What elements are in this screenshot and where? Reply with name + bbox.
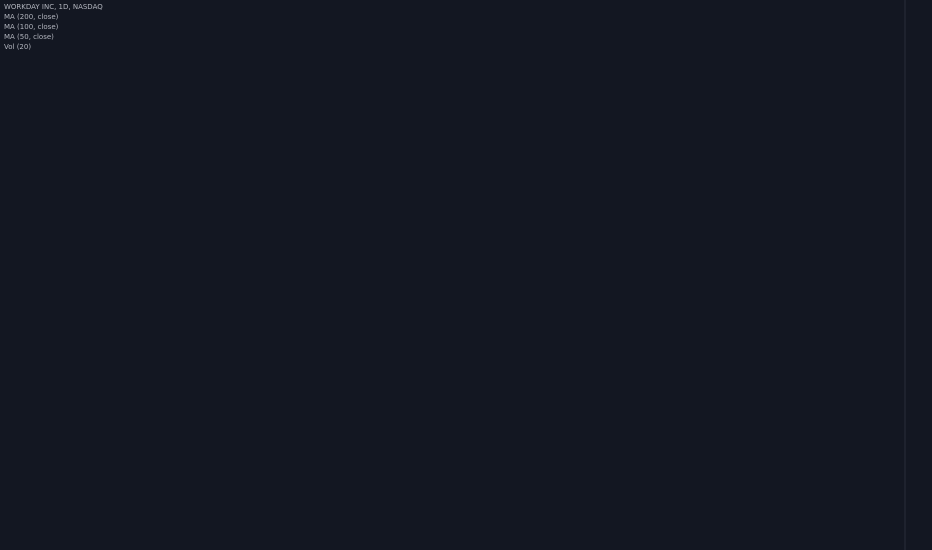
- legend-line: Vol (20): [4, 43, 31, 51]
- legend: WORKDAY INC, 1D, NASDAQ MA (200, close) …: [4, 3, 103, 51]
- price-axis: [905, 0, 932, 550]
- legend-line: WORKDAY INC, 1D, NASDAQ: [4, 3, 103, 11]
- legend-line: MA (50, close): [4, 33, 54, 41]
- legend-line: MA (100, close): [4, 23, 59, 31]
- legend-line: MA (200, close): [4, 13, 59, 21]
